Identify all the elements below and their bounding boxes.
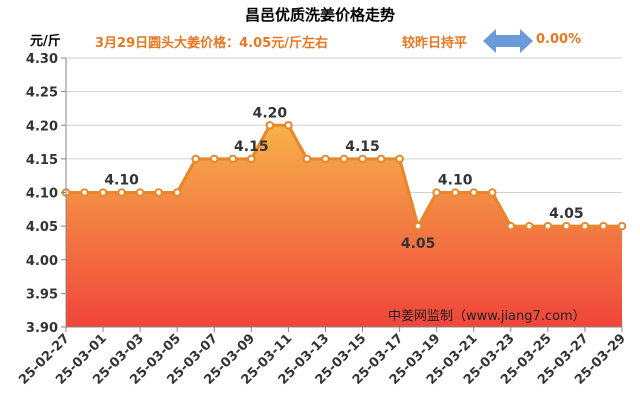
data-label: 4.05 [401, 236, 436, 252]
data-label: 4.05 [549, 206, 584, 222]
data-label: 4.20 [253, 105, 288, 121]
data-point [432, 188, 441, 197]
source-note: 中姜网监制（www.jiang7.com） [388, 309, 586, 324]
data-point [191, 154, 201, 164]
data-point [506, 221, 516, 231]
data-point [395, 154, 404, 164]
data-point [376, 154, 386, 164]
data-label: 4.10 [104, 173, 139, 189]
data-point [117, 188, 126, 197]
y-tick-label: 4.00 [26, 254, 58, 269]
data-point [580, 221, 590, 231]
data-point [228, 154, 238, 164]
data-point [562, 221, 571, 231]
y-tick-label: 3.95 [26, 287, 58, 302]
data-point [135, 188, 145, 197]
data-point [80, 188, 89, 197]
data-point [543, 221, 553, 231]
change-percent: 0.00% [536, 32, 582, 47]
data-label: 4.15 [345, 139, 380, 155]
data-point [172, 188, 182, 197]
y-tick-label: 3.90 [26, 321, 58, 336]
price-area [66, 125, 622, 327]
data-point [302, 154, 312, 164]
y-tick-label: 4.25 [26, 86, 58, 101]
compare-label: 较昨日持平 [402, 36, 468, 51]
y-tick-label: 4.20 [26, 119, 58, 134]
data-point [154, 188, 163, 197]
data-point [487, 188, 497, 197]
data-point [358, 154, 367, 164]
data-point [450, 188, 460, 197]
y-tick-label: 4.10 [26, 187, 58, 202]
y-tick-label: 4.05 [26, 220, 58, 235]
data-point [617, 221, 627, 231]
data-point [284, 120, 293, 130]
data-point [98, 188, 108, 197]
y-tick-label: 4.30 [26, 52, 58, 67]
double-arrow-icon [483, 29, 533, 53]
data-point [599, 221, 608, 231]
y-tick-label: 4.15 [26, 153, 58, 168]
chart-title: 昌邑优质洗姜价格走势 [244, 6, 395, 24]
data-point [247, 154, 256, 164]
data-point [525, 221, 534, 231]
data-point [265, 120, 275, 130]
y-axis-unit: 元/斤 [30, 34, 61, 49]
data-point [469, 188, 479, 197]
data-point [321, 154, 330, 164]
data-label: 4.15 [234, 139, 269, 155]
price-info: 3月29日圆头大姜价格：4.05元/斤左右 [95, 36, 328, 51]
data-point [413, 221, 423, 231]
data-point [339, 154, 349, 164]
data-label: 4.10 [438, 173, 473, 189]
data-point [209, 154, 219, 164]
